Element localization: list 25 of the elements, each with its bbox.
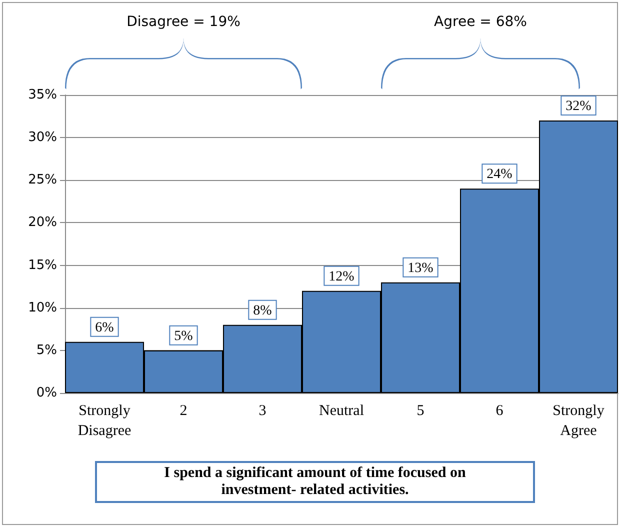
- y-tick-label: 0%: [36, 386, 57, 400]
- y-tick-label: 10%: [28, 300, 57, 316]
- data-label: 5%: [174, 328, 194, 344]
- x-tick-label: 5: [416, 403, 424, 419]
- data-label: 13%: [408, 260, 434, 276]
- y-tick-label: 25%: [28, 172, 57, 188]
- x-tick-label: Strongly Agree: [552, 403, 605, 439]
- text: Disagree = 19%: [126, 14, 240, 30]
- x-tick-label: 2: [180, 403, 188, 419]
- text: I spend a significant amount of time focused on investment- related activities.: [95, 461, 535, 503]
- x-tick-label: Strongly Disagree: [78, 403, 132, 439]
- data-label: 8%: [253, 303, 272, 318]
- data-label: 24%: [486, 167, 513, 182]
- y-tick-label: 5%: [36, 342, 57, 358]
- data-label: 12%: [328, 269, 355, 284]
- data-label: 32%: [566, 99, 592, 114]
- y-tick-label: 35%: [28, 88, 57, 102]
- y-tick-label: 15%: [28, 258, 57, 273]
- x-tick-label: 6: [496, 403, 504, 419]
- x-tick-label: Neutral: [319, 403, 364, 419]
- y-tick-label: 20%: [28, 215, 57, 230]
- text: Agree = 68%: [434, 14, 527, 30]
- x-tick-label: 3: [258, 403, 266, 419]
- data-label: 6%: [95, 320, 114, 336]
- y-tick-label: 30%: [28, 130, 57, 146]
